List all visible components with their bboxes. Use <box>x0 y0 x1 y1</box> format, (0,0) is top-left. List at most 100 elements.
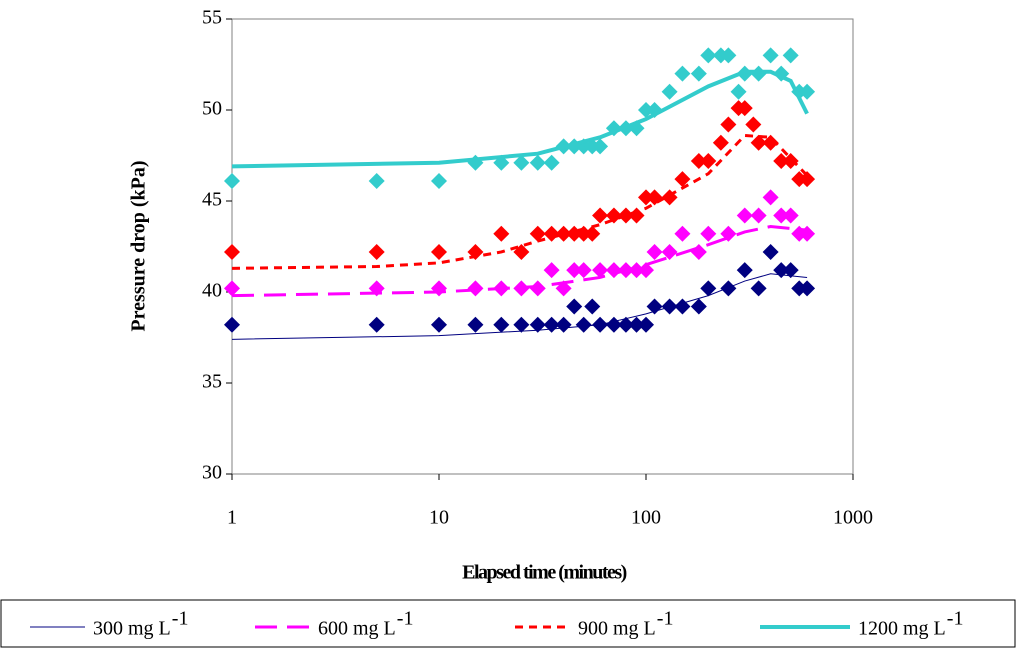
data-point <box>592 262 609 279</box>
data-point <box>736 100 753 117</box>
data-point <box>773 152 790 169</box>
data-point <box>529 154 546 171</box>
y-tick-label: 35 <box>202 371 222 393</box>
data-point <box>368 243 385 260</box>
data-point <box>224 172 240 189</box>
legend-label-sup: -1 <box>947 608 964 630</box>
y-tick-label: 40 <box>202 280 222 302</box>
data-point <box>224 316 240 333</box>
data-point <box>646 243 663 260</box>
data-point <box>674 298 691 315</box>
data-point <box>575 262 592 279</box>
data-point <box>543 262 560 279</box>
data-point <box>431 316 447 333</box>
data-point <box>628 262 645 279</box>
data-point <box>467 280 484 297</box>
data-point <box>700 225 717 242</box>
data-point <box>745 116 762 133</box>
legend-label-sup: -1 <box>657 608 674 630</box>
data-point <box>638 102 654 118</box>
data-point <box>646 189 663 206</box>
fit-line <box>231 273 808 340</box>
data-point <box>431 280 447 297</box>
data-point <box>712 134 729 151</box>
x-tick-label: 100 <box>631 507 661 529</box>
data-point <box>431 243 447 260</box>
x-tick-label: 10 <box>429 507 449 529</box>
data-point <box>674 171 691 188</box>
legend-label: 1200 mg L <box>858 618 946 640</box>
data-point <box>674 65 691 82</box>
data-point <box>592 138 609 155</box>
data-point <box>368 316 385 333</box>
data-point <box>690 152 707 169</box>
data-point <box>605 262 622 279</box>
fit-line <box>231 133 809 270</box>
y-tick-label: 30 <box>202 462 222 484</box>
legend-label-sup: -1 <box>397 608 414 630</box>
data-point <box>700 152 717 169</box>
data-point <box>690 243 707 260</box>
data-point <box>592 207 609 224</box>
data-point <box>799 280 816 297</box>
data-point <box>720 116 737 133</box>
fit-line <box>231 69 809 169</box>
y-tick-label: 45 <box>202 189 222 211</box>
data-point <box>628 207 645 224</box>
data-point <box>782 207 799 224</box>
data-point <box>638 262 654 279</box>
data-point <box>628 316 645 333</box>
data-point <box>529 316 546 333</box>
data-point <box>566 298 583 315</box>
data-point <box>646 298 663 315</box>
data-point <box>224 280 240 297</box>
data-point <box>700 280 717 297</box>
data-point <box>762 243 779 260</box>
y-tick-label: 50 <box>202 98 222 120</box>
legend-label: 900 mg L <box>578 618 656 640</box>
data-point <box>750 280 767 297</box>
data-point <box>720 280 737 297</box>
data-point <box>720 47 737 64</box>
data-point <box>467 316 484 333</box>
data-point <box>762 134 779 151</box>
data-point <box>736 207 753 224</box>
x-axis-label: Elapsed time (minutes) <box>462 562 627 584</box>
data-point <box>566 262 583 279</box>
data-point <box>529 280 546 297</box>
data-point <box>773 207 790 224</box>
data-point <box>431 172 447 189</box>
data-point <box>799 171 816 188</box>
data-point <box>762 47 779 64</box>
plot-frame <box>231 18 854 475</box>
data-point <box>617 316 634 333</box>
x-tick-label: 1000 <box>833 507 873 529</box>
data-point <box>543 154 560 171</box>
data-point <box>799 83 816 100</box>
data-point <box>700 47 717 64</box>
data-point <box>368 172 385 189</box>
legend-label: 300 mg L <box>93 618 171 640</box>
data-point <box>750 207 767 224</box>
legend-label: 600 mg L <box>318 618 396 640</box>
data-point <box>493 225 510 242</box>
data-point <box>575 316 592 333</box>
fit-line <box>231 224 808 298</box>
data-point <box>617 207 634 224</box>
data-point <box>730 83 747 100</box>
data-point <box>736 262 753 279</box>
legend-box <box>0 599 1016 648</box>
data-point <box>661 243 678 260</box>
data-point <box>529 225 546 242</box>
x-tick-label: 1 <box>227 507 237 529</box>
legend-label-sup: -1 <box>172 608 189 630</box>
data-point <box>513 316 530 333</box>
data-point <box>674 225 691 242</box>
y-tick-label: 55 <box>202 7 222 29</box>
data-point <box>638 316 654 333</box>
data-point <box>584 225 601 242</box>
data-point <box>555 225 572 242</box>
data-point <box>555 316 572 333</box>
